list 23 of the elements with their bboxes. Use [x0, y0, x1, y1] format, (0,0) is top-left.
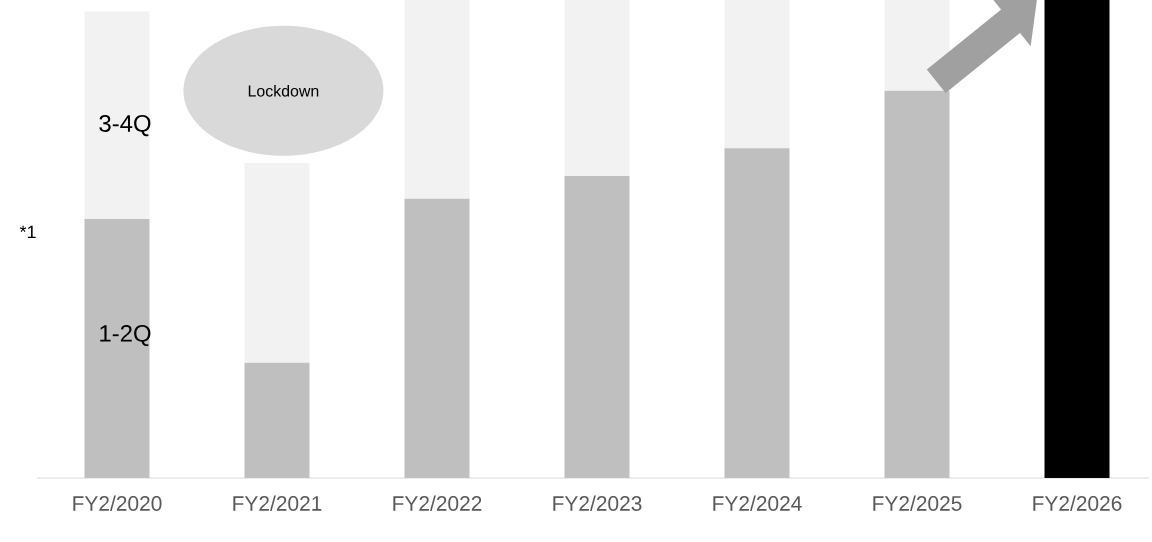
bar: [404, 0, 470, 199]
x-tick-label: FY2/2023: [553, 495, 642, 511]
bar: [564, 0, 630, 176]
bar: [1044, 0, 1110, 478]
bar: [724, 0, 790, 149]
x-tick-label: FY2/2025: [873, 495, 962, 511]
x-tick-label: FY2/2026: [1033, 495, 1122, 511]
x-tick-label: FY2/2020: [73, 495, 162, 511]
x-tick-label: FY2/2024: [713, 495, 802, 511]
x-tick-label: FY2/2021: [233, 495, 322, 511]
bar: [244, 362, 310, 478]
bar: [884, 90, 950, 478]
bar: [84, 11, 150, 219]
x-tick-label: FY2/2022: [393, 495, 482, 511]
annotation: Lockdown: [248, 84, 319, 97]
series-label: 3-4Q: [99, 114, 151, 137]
series-label: 1-2Q: [100, 324, 151, 347]
bar: [84, 218, 150, 478]
bar: [564, 175, 630, 478]
bar: [404, 198, 470, 478]
bar: [244, 162, 310, 363]
text: *1: [19, 225, 36, 238]
bar: [724, 148, 790, 478]
